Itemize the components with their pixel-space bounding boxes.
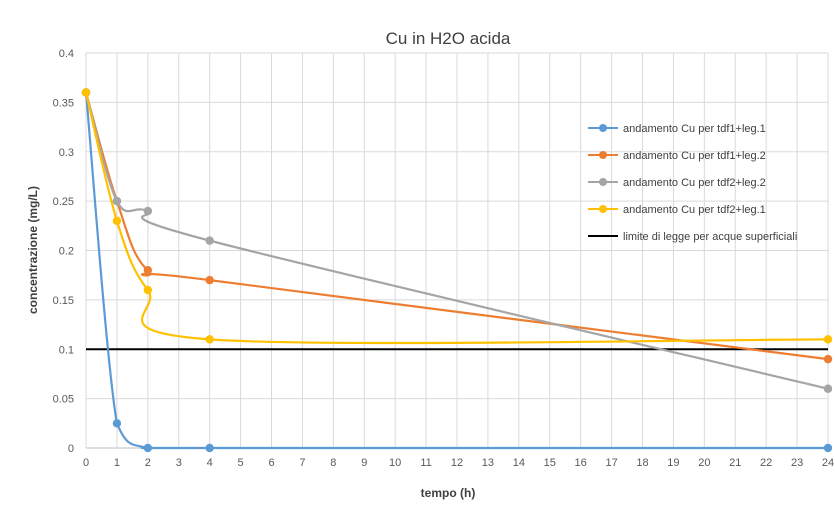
x-tick-label: 23 — [791, 457, 803, 469]
x-tick-label: 1 — [114, 457, 120, 469]
x-tick-label: 22 — [760, 457, 772, 469]
data-point — [823, 335, 833, 344]
x-tick-label: 10 — [389, 457, 401, 469]
y-tick-label: 0.35 — [53, 97, 74, 109]
x-tick-label: 20 — [698, 457, 710, 469]
legend-label: andamento Cu per tdf2+leg.1 — [623, 204, 766, 216]
data-point — [112, 419, 122, 428]
x-tick-label: 3 — [176, 457, 182, 469]
series-line — [84, 92, 829, 390]
y-axis-title: concentrazione (mg/L) — [26, 186, 40, 314]
x-tick-label: 16 — [575, 457, 587, 469]
data-point — [112, 196, 122, 206]
y-tick-label: 0.1 — [59, 344, 74, 356]
legend-marker — [599, 178, 607, 186]
legend-item: andamento Cu per tdf1+leg.1 — [588, 123, 766, 135]
data-point — [823, 354, 833, 364]
x-tick-label: 8 — [330, 457, 336, 469]
series-4 — [81, 88, 833, 345]
legend-item: andamento Cu per tdf1+leg.2 — [588, 150, 766, 162]
legend-marker — [599, 205, 607, 213]
series-line — [84, 92, 829, 345]
chart-title: Cu in H2O acida — [386, 29, 511, 48]
x-tick-label: 9 — [361, 457, 367, 469]
x-tick-label: 21 — [729, 457, 741, 469]
x-tick-label: 19 — [667, 457, 679, 469]
x-tick-label: 6 — [268, 457, 274, 469]
x-tick-label: 4 — [207, 457, 213, 469]
x-tick-label: 18 — [636, 457, 648, 469]
y-tick-label: 0.25 — [53, 196, 74, 208]
data-point — [823, 443, 833, 453]
legend-marker — [599, 151, 607, 159]
x-tick-label: 7 — [299, 457, 305, 469]
y-tick-label: 0.4 — [59, 48, 74, 60]
legend: andamento Cu per tdf1+leg.1 andamento Cu … — [588, 123, 797, 243]
x-axis-title: tempo (h) — [421, 486, 476, 500]
data-point — [143, 266, 153, 275]
x-tick-label: 5 — [238, 457, 244, 469]
legend-label: andamento Cu per tdf1+leg.2 — [623, 150, 766, 162]
x-tick-label: 13 — [482, 457, 494, 469]
data-point — [112, 216, 122, 226]
y-tick-label: 0.15 — [53, 295, 74, 307]
x-tick-label: 17 — [605, 457, 617, 469]
data-point — [81, 88, 91, 97]
x-tick-label: 12 — [451, 457, 463, 469]
data-point — [205, 275, 214, 285]
legend-label: andamento Cu per tdf1+leg.1 — [623, 123, 766, 135]
y-tick-label: 0.05 — [53, 394, 74, 406]
legend-item: limite di legge per acque superficiali — [588, 231, 797, 243]
x-tick-label: 24 — [822, 457, 834, 469]
x-tick-label: 15 — [544, 457, 556, 469]
y-tick-label: 0.2 — [59, 246, 74, 258]
series-1 — [81, 88, 833, 453]
legend-item: andamento Cu per tdf2+leg.1 — [588, 204, 766, 216]
x-tick-label: 11 — [420, 457, 431, 469]
y-tick-label: 0 — [68, 443, 74, 455]
legend-label: andamento Cu per tdf2+leg.2 — [623, 177, 766, 189]
x-tick-label: 0 — [83, 457, 89, 469]
y-tick-label: 0.3 — [59, 147, 74, 159]
series-3 — [81, 88, 833, 393]
data-point — [143, 443, 153, 453]
data-point — [205, 236, 214, 245]
legend-label: limite di legge per acque superficiali — [623, 231, 797, 243]
data-point — [143, 206, 153, 216]
data-point — [823, 384, 833, 393]
data-point — [143, 285, 153, 295]
legend-marker — [599, 124, 607, 132]
legend-item: andamento Cu per tdf2+leg.2 — [588, 177, 766, 189]
x-tick-label: 2 — [145, 457, 151, 469]
data-point — [205, 335, 214, 344]
data-point — [205, 443, 214, 453]
x-tick-label: 14 — [513, 457, 525, 469]
